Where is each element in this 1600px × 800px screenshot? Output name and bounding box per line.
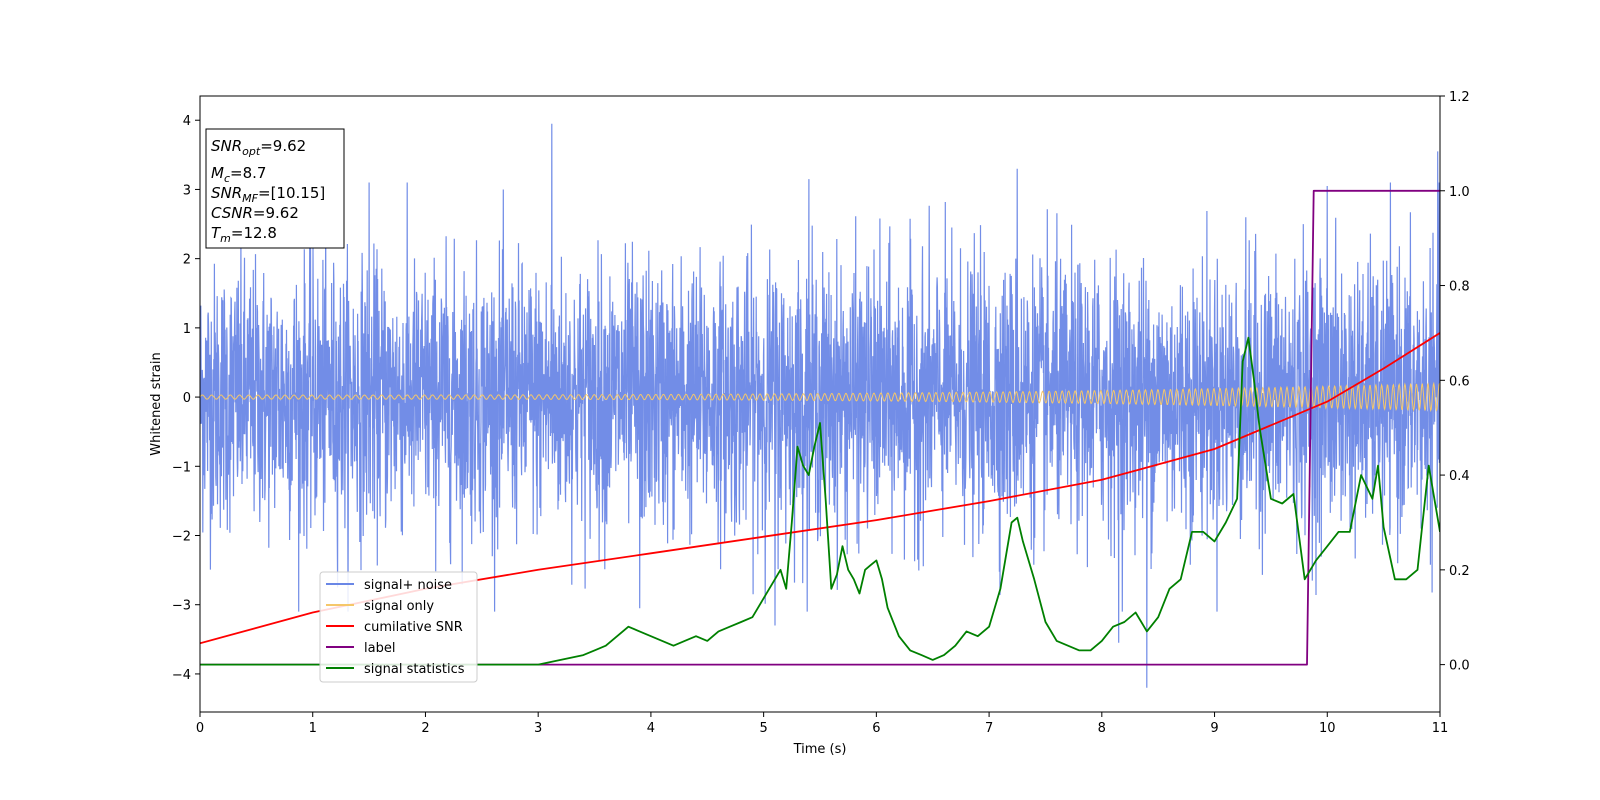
- x-tick-label: 4: [647, 721, 655, 736]
- y-axis-right: 0.0 0.2 0.4 0.6 0.8 1.0 1.2: [1440, 90, 1470, 674]
- annotation-csnr: CSNR=9.62: [211, 204, 299, 222]
- x-tick-label: 11: [1432, 721, 1449, 736]
- annotation-snr-opt: SNRopt=9.62: [211, 137, 306, 158]
- axes-frame: [199, 95, 1441, 713]
- series-signal-statistics: [200, 336, 1440, 666]
- legend-frame: [319, 571, 478, 683]
- annotation-frame: [205, 128, 345, 249]
- y-axis-left: 4 3 2 1 0 −1 −2 −3 −4: [172, 114, 200, 683]
- x-tick-label: 2: [421, 721, 429, 736]
- annotation-tm: Tm=12.8: [211, 224, 277, 245]
- legend-label-signal-only: signal only: [364, 599, 434, 614]
- y-axis-label: Whitened strain: [149, 352, 164, 455]
- y2-tick-label: 0.8: [1449, 280, 1470, 295]
- x-tick-label: 10: [1319, 721, 1336, 736]
- x-tick-label: 9: [1210, 721, 1218, 736]
- x-tick-label: 6: [872, 721, 880, 736]
- x-tick-label: 1: [309, 721, 317, 736]
- y-tick-label: −2: [172, 530, 191, 545]
- y-tick-label: 2: [183, 253, 191, 268]
- y2-tick-label: 0.0: [1449, 659, 1470, 674]
- y-tick-label: −1: [172, 460, 191, 475]
- annotation-snr-mf: SNRMF=[10.15]: [211, 184, 325, 205]
- y2-tick-label: 0.6: [1449, 374, 1470, 389]
- y-tick-label: −4: [172, 668, 191, 683]
- y2-tick-label: 0.4: [1449, 469, 1470, 484]
- legend-label-label: label: [364, 641, 395, 656]
- y-tick-label: 3: [183, 183, 191, 198]
- x-tick-label: 8: [1098, 721, 1106, 736]
- x-axis: 0 1 2 3 4 5 6 7 8 9 10 11: [196, 712, 1448, 736]
- y2-tick-label: 0.2: [1449, 564, 1470, 579]
- x-axis-label: Time (s): [793, 742, 847, 757]
- series-signal-noise: [200, 123, 1440, 688]
- x-tick-label: 7: [985, 721, 993, 736]
- y-tick-label: −3: [172, 599, 191, 614]
- legend-label-signal-statistics: signal statistics: [364, 662, 465, 677]
- x-tick-label: 5: [759, 721, 767, 736]
- y-tick-label: 0: [183, 391, 191, 406]
- x-tick-label: 0: [196, 721, 204, 736]
- series-label: [200, 189, 1440, 666]
- y-tick-label: 1: [183, 322, 191, 337]
- y2-tick-label: 1.2: [1449, 90, 1470, 105]
- legend-label-cumulative-snr: cumilative SNR: [364, 620, 463, 635]
- annotation-mc: Mc=8.7: [211, 164, 266, 185]
- annotation-box: SNRopt=9.62 Mc=8.7 SNRMF=[10.15] CSNR=9.…: [205, 128, 345, 249]
- y2-tick-label: 1.0: [1449, 185, 1470, 200]
- y-tick-label: 4: [183, 114, 191, 129]
- series-signal-only: [200, 381, 1440, 413]
- legend: signal+ noise signal only cumilative SNR…: [319, 571, 478, 683]
- legend-label-signal-noise: signal+ noise: [364, 578, 452, 593]
- x-tick-label: 3: [534, 721, 542, 736]
